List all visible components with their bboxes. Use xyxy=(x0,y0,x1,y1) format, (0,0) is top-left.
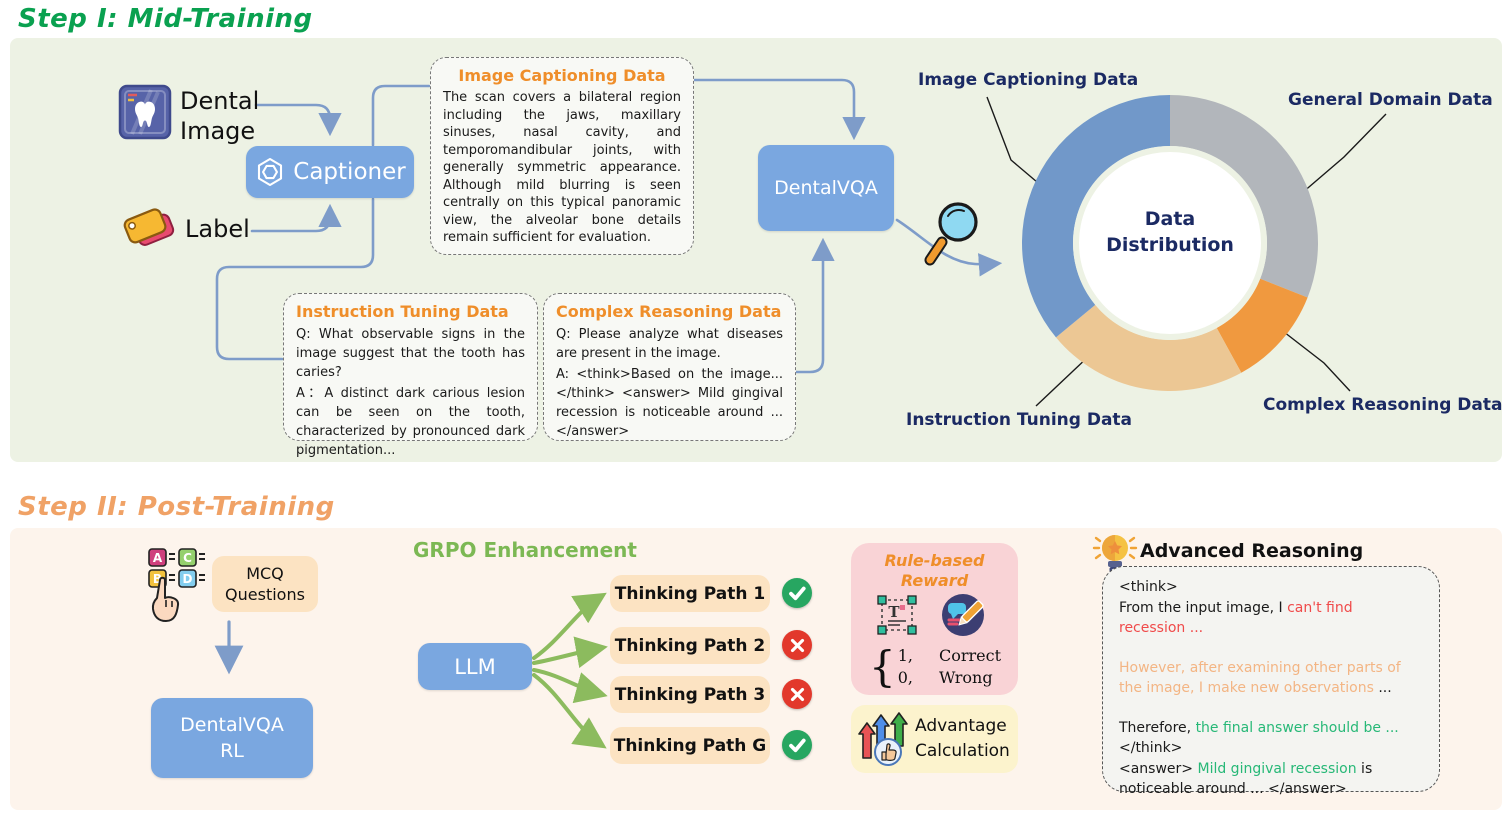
instruction-tuning-answer: A：A distinct dark carious lesion can be … xyxy=(296,386,525,458)
donut-slice-instruction-tuning-data xyxy=(1055,304,1242,391)
thinking-path-2-box: Thinking Path 2 xyxy=(610,627,770,664)
svg-text:A: A xyxy=(153,551,163,565)
instruction-tuning-data-box: Instruction Tuning Data Q: What observab… xyxy=(283,293,538,458)
magnifier-icon xyxy=(924,202,978,266)
advanced-reasoning-box: <think> From the input image, I can't fi… xyxy=(1102,566,1440,797)
reward-piecewise-formula: { 1, 0, Correct Wrong xyxy=(869,645,1001,689)
donut-slice-complex-reasoning-data xyxy=(1216,278,1308,373)
donut-label-complex-reasoning: Complex Reasoning Data xyxy=(1263,395,1503,415)
svg-text:D: D xyxy=(183,572,193,586)
svg-text:B: B xyxy=(153,572,162,586)
reasoning-think-open: <think> xyxy=(1119,579,1178,595)
reasoning-reflection-text: However, after examining other parts of … xyxy=(1119,659,1401,697)
format-check-icon: T xyxy=(877,595,917,635)
complex-reasoning-data-title: Complex Reasoning Data xyxy=(556,302,782,321)
donut-label-general-domain: General Domain Data xyxy=(1288,90,1493,110)
reward-label-correct: Correct xyxy=(939,646,1002,665)
openai-logo-icon xyxy=(258,157,283,187)
dentalvqa-rl-label: DentalVQA RL xyxy=(180,714,284,762)
complex-reasoning-question: Q: Please analyze what diseases are pres… xyxy=(556,327,783,361)
answer-match-icon xyxy=(942,594,984,636)
donut-center-label: Data Distribution xyxy=(1106,208,1234,256)
label-label: Label xyxy=(185,215,250,243)
result-icon-path-3 xyxy=(782,679,812,709)
llm-box: LLM xyxy=(418,643,532,690)
image-captioning-data-title: Image Captioning Data xyxy=(458,66,666,85)
reasoning-think-close: </think> xyxy=(1119,740,1183,756)
svg-text:C: C xyxy=(183,551,192,565)
thinking-path-g-box: Thinking Path G xyxy=(610,727,770,764)
reward-label-wrong: Wrong xyxy=(939,668,993,687)
complex-reasoning-answer: A: <think>Based on the image...</think> … xyxy=(556,367,783,439)
thinking-path-3-label: Thinking Path 3 xyxy=(614,684,766,705)
reasoning-conclusion-text: the final answer should be ... xyxy=(1195,719,1399,736)
thinking-path-1-box: Thinking Path 1 xyxy=(610,575,770,612)
thinking-path-3-box: Thinking Path 3 xyxy=(610,676,770,713)
rule-based-reward-title: Rule-based Reward xyxy=(884,551,985,590)
captioner-box: Captioner xyxy=(246,146,414,198)
dentalvqa-box: DentalVQA xyxy=(758,145,894,231)
mcq-options-hand-icon: A C B D xyxy=(148,548,205,622)
complex-reasoning-data-box: Complex Reasoning Data Q: Please analyze… xyxy=(543,293,796,441)
step1-title: Step I: Mid-Training xyxy=(18,4,313,34)
advanced-reasoning-title: Advanced Reasoning xyxy=(1140,540,1364,562)
dentalvqa-label: DentalVQA xyxy=(774,177,878,199)
advantage-arrows-icon xyxy=(858,712,908,766)
image-captioning-data-box: Image Captioning Data The scan covers a … xyxy=(430,57,694,255)
donut-label-instruction-tuning: Instruction Tuning Data xyxy=(906,410,1133,430)
instruction-tuning-question: Q: What observable signs in the image su… xyxy=(296,327,525,380)
result-icon-path-g xyxy=(782,730,812,760)
reward-value-correct: 1, xyxy=(897,646,913,665)
dental-image-label: Dental Image xyxy=(180,87,260,145)
thinking-path-1-label: Thinking Path 1 xyxy=(614,583,766,604)
svg-text:T: T xyxy=(888,603,900,621)
image-captioning-data-body: The scan covers a bilateral region inclu… xyxy=(443,90,681,245)
reasoning-conclusion: Therefore, the final answer should be ..… xyxy=(1119,719,1399,736)
mcq-questions-box: MCQ Questions xyxy=(212,556,318,612)
reward-value-wrong: 0, xyxy=(897,668,913,687)
dentalvqa-rl-box: DentalVQA RL xyxy=(151,698,313,778)
reasoning-reflection: However, after examining other parts of … xyxy=(1119,659,1401,697)
data-distribution-donut-chart xyxy=(1022,95,1318,391)
dental-image-icon xyxy=(118,84,172,140)
donut-slice-image-captioning-data xyxy=(1022,95,1170,338)
reasoning-initial-observation: From the input image, I can't find reces… xyxy=(1119,599,1353,637)
reasoning-error-text: can't find recession ... xyxy=(1119,599,1353,637)
rule-based-reward-box xyxy=(851,543,1018,695)
step2-title: Step II: Post-Training xyxy=(18,492,335,522)
donut-label-image-captioning: Image Captioning Data xyxy=(918,70,1139,90)
instruction-tuning-data-title: Instruction Tuning Data xyxy=(296,302,509,321)
curly-brace: { xyxy=(869,642,896,691)
thinking-path-2-label: Thinking Path 2 xyxy=(614,635,766,656)
reasoning-answer-text: Mild gingival recession xyxy=(1197,760,1357,777)
label-tags-icon xyxy=(123,208,175,246)
result-icon-path-1 xyxy=(782,578,812,608)
llm-label: LLM xyxy=(454,654,496,679)
mcq-questions-label: MCQ Questions xyxy=(225,564,305,604)
thinking-path-g-label: Thinking Path G xyxy=(613,735,767,756)
reasoning-answer: <answer> Mild gingival recession is noti… xyxy=(1119,760,1373,798)
grpo-enhancement-label: GRPO Enhancement xyxy=(413,538,637,562)
donut-slice-general-domain-data xyxy=(1170,95,1318,298)
captioner-label: Captioner xyxy=(293,159,406,185)
advantage-calculation-label: Advantage Calculation xyxy=(915,716,1010,761)
result-icon-path-2 xyxy=(782,630,812,660)
